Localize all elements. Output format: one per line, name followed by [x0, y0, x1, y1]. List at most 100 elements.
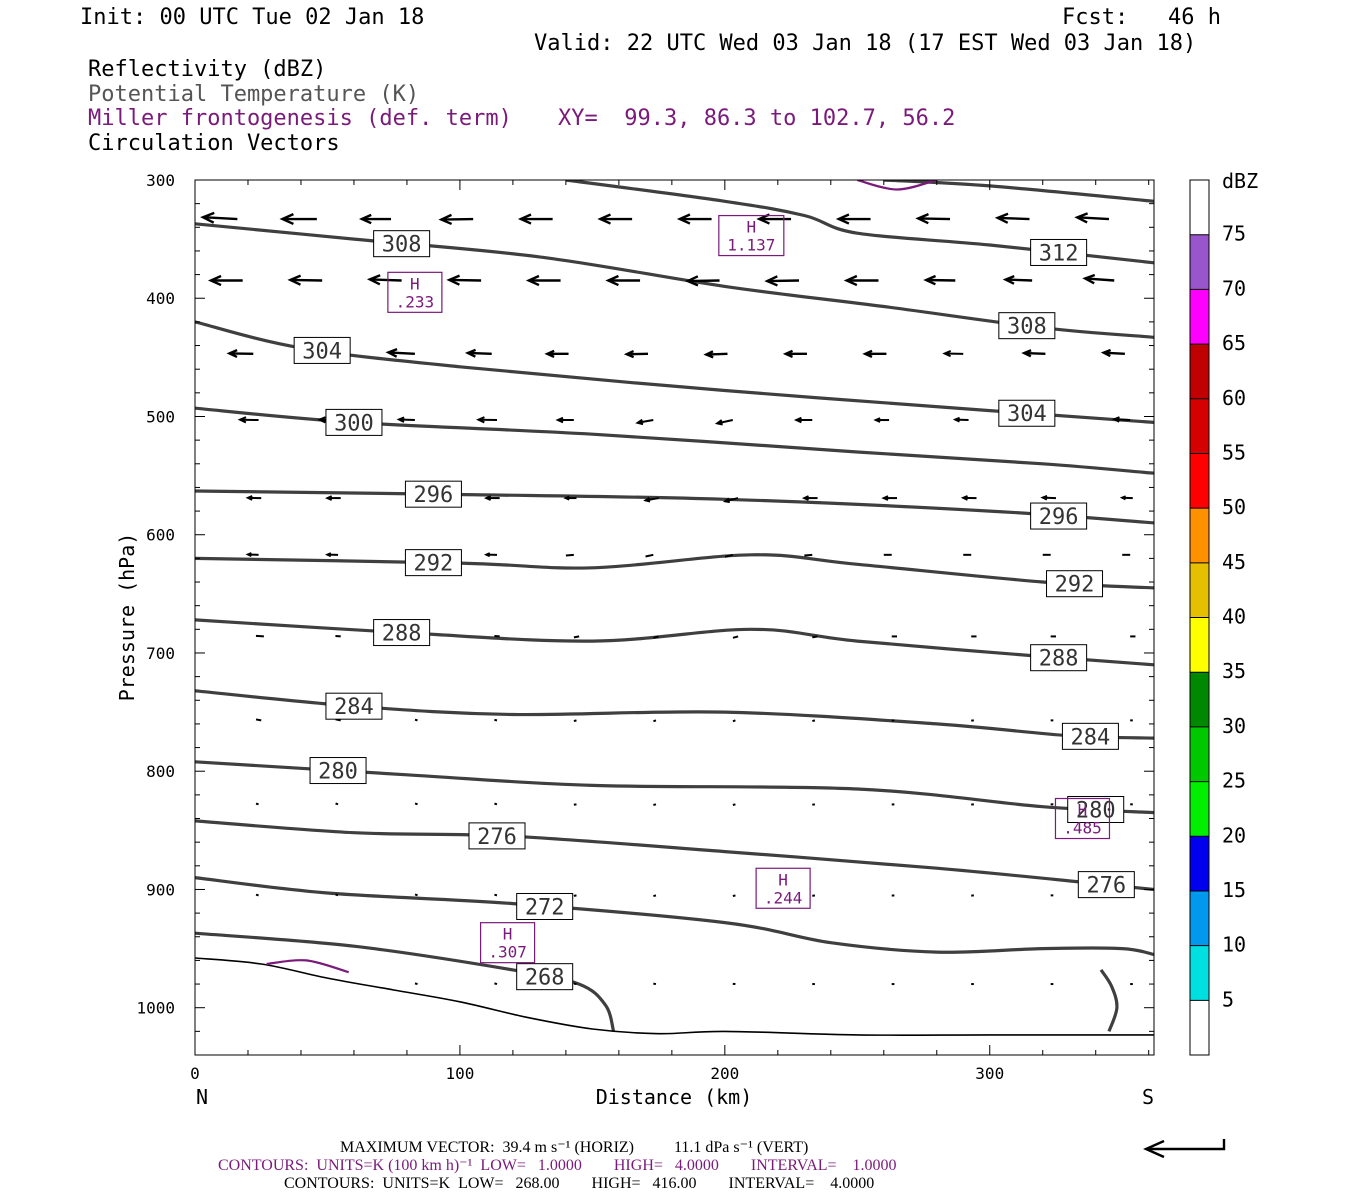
x-tick-0: 0 [190, 1064, 200, 1083]
axes: 300 400 500 600 700 800 900 1000 0 100 200 300 N S Dis… [115, 171, 1154, 1109]
colorbar-level-30: 30 [1222, 714, 1246, 738]
isentrope-label-box [373, 619, 431, 647]
wind-vector [1100, 348, 1125, 358]
isentrope-label-box [293, 336, 351, 364]
wind-vector [414, 802, 418, 806]
y-axis-label: Pressure (hPa) [115, 533, 139, 702]
isentrope-268b [1099, 968, 1119, 1032]
wind-vector [597, 213, 633, 225]
isentrope-label-312: 312 [1039, 241, 1079, 266]
dbz-colorbar: 5 10 15 20 25 30 35 40 45 50 55 60 65 70 75 dBZ [1189, 169, 1258, 1056]
isentrope-label-308: 308 [1007, 315, 1047, 340]
fronto-max-letter: H [778, 870, 788, 889]
wind-vector [287, 274, 323, 286]
isentrope-label-box [1030, 238, 1088, 266]
max-vector-key [1143, 1139, 1226, 1159]
isentrope-label-296: 296 [1039, 505, 1079, 530]
y-tick-900: 900 [146, 880, 175, 899]
wind-vector [960, 495, 977, 501]
init-time: Init: 00 UTC Tue 02 Jan 18 [80, 5, 425, 30]
wind-vector [915, 213, 951, 225]
y-tick-400: 400 [146, 289, 175, 308]
wind-vector [732, 894, 736, 898]
wind-vector [325, 495, 341, 501]
x-axis-label: Distance (km) [596, 1085, 753, 1109]
wind-vector [544, 349, 569, 358]
colorbar-swatch [1190, 508, 1209, 563]
colorbar-swatch [1190, 562, 1209, 618]
wind-vector [862, 349, 887, 358]
wind-vector [605, 274, 641, 287]
isentrope-label-280: 280 [318, 760, 358, 785]
isentrope-label-box [325, 692, 383, 720]
x-tick-200: 200 [710, 1064, 739, 1083]
isentrope-label-box [404, 549, 462, 577]
colorbar-swatch [1190, 289, 1209, 345]
wind-vector [446, 274, 482, 286]
isentrope-label-288: 288 [1039, 647, 1079, 672]
isentrope-label-box [325, 408, 383, 436]
fronto-max-value: .307 [488, 943, 527, 962]
wind-vector [812, 719, 816, 723]
wind-vector [255, 893, 259, 897]
footer-fronto-contours: CONTOURS: UNITS=K (100 km h)⁻¹ LOW= 1.00… [218, 1157, 897, 1174]
colorbar-swatch [1190, 1000, 1209, 1055]
wind-vector [1040, 494, 1057, 501]
wind-vector [438, 213, 474, 226]
wind-vector [801, 495, 818, 501]
wind-vector [804, 553, 813, 557]
wind-vector [573, 635, 580, 639]
isentrope-label-284: 284 [1071, 725, 1111, 750]
wind-vector [555, 416, 574, 424]
isentrope-296 [195, 489, 1154, 525]
colorbar-level-45: 45 [1222, 550, 1246, 574]
wind-vector [385, 347, 415, 358]
isentropes [195, 180, 1154, 1032]
colorbar-swatch [1190, 234, 1209, 290]
wind-vector [635, 418, 654, 426]
y-tick-1000: 1000 [136, 999, 175, 1018]
wind-vector [714, 419, 733, 426]
wind-vector [483, 495, 500, 501]
wind-vector [812, 635, 818, 639]
field-theta: Potential Temperature (K) [88, 82, 420, 107]
wind-vector [563, 495, 577, 501]
isentrope-label-296: 296 [414, 483, 454, 508]
y-tick-600: 600 [146, 526, 175, 545]
wind-vector [494, 802, 498, 806]
isentrope-276 [195, 819, 1154, 892]
isentrope-label-292: 292 [414, 552, 454, 577]
fronto-max-value: 1.137 [727, 236, 775, 255]
wind-vector [207, 274, 243, 287]
colorbar-level-50: 50 [1222, 495, 1246, 519]
fronto-max-.485: H.485 [1054, 797, 1111, 840]
colorbar-level-15: 15 [1222, 878, 1246, 902]
circulation-vectors [200, 211, 1136, 986]
wind-vector [722, 497, 739, 504]
footer-max-vector: MAXIMUM VECTOR: 39.4 m s⁻¹ (HORIZ) 11.1 … [340, 1139, 809, 1156]
wind-vector [1074, 212, 1110, 224]
fronto-contour-1 [266, 959, 349, 974]
wind-vector [573, 719, 577, 723]
xy-coords: XY= 99.3, 86.3 to 102.7, 56.2 [558, 106, 956, 131]
isentrope-292 [195, 553, 1154, 590]
colorbar-swatch [1190, 781, 1209, 837]
wind-vector [325, 552, 339, 558]
wind-vector [952, 416, 969, 423]
wind-vector [843, 274, 879, 287]
fronto-max-letter: H [410, 274, 420, 293]
fronto-max-.244: H.244 [755, 867, 811, 909]
wind-vector [1111, 416, 1131, 423]
wind-vector [494, 893, 498, 897]
wind-vector [724, 553, 734, 558]
colorbar-level-40: 40 [1222, 605, 1246, 629]
y-tick-700: 700 [146, 644, 175, 663]
wind-vector [782, 349, 807, 358]
isentrope-label-box [1030, 644, 1088, 672]
y-tick-800: 800 [146, 762, 175, 781]
isentrope-label-304: 304 [302, 339, 342, 364]
terrain [195, 957, 1154, 1036]
wind-vector [464, 348, 492, 358]
